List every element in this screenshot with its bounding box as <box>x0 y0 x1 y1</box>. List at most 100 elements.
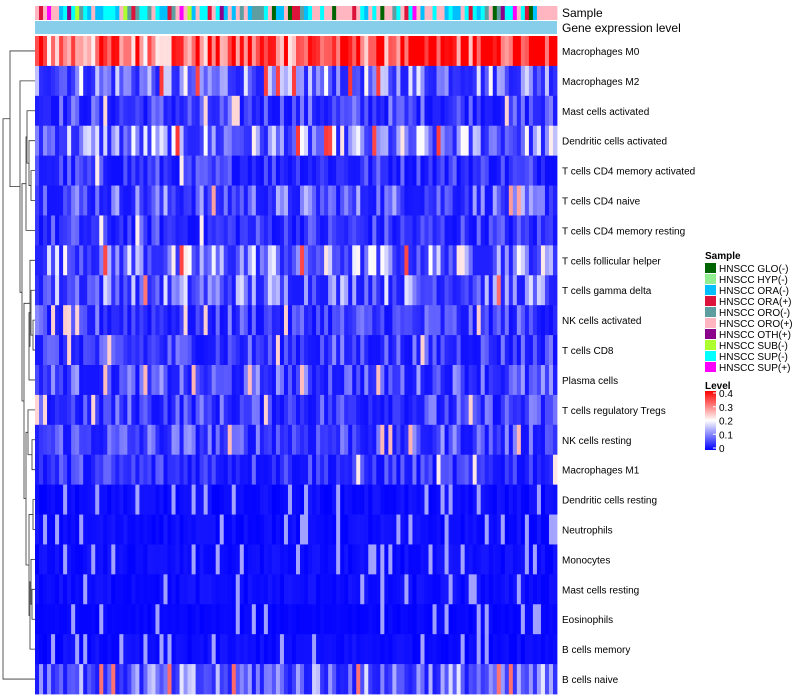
heatmap-cell <box>312 574 317 605</box>
heatmap-cell <box>131 125 136 157</box>
heatmap-cell <box>516 365 522 396</box>
heatmap-cell <box>263 36 269 67</box>
heatmap-cell <box>163 544 168 575</box>
heatmap-cell <box>155 574 160 605</box>
heatmap-cell <box>380 65 385 97</box>
heatmap-cell <box>352 394 357 426</box>
heatmap-cell <box>324 454 329 486</box>
heatmap-cell <box>400 544 405 575</box>
heatmap-cell <box>436 275 441 306</box>
heatmap-cell <box>516 125 522 157</box>
heatmap-cell <box>151 514 156 545</box>
heatmap-cell <box>139 125 144 157</box>
heatmap-cell <box>131 365 136 396</box>
heatmap-cell <box>448 514 453 545</box>
heatmap-cell <box>552 634 558 665</box>
heatmap-cell <box>135 514 140 545</box>
sample-track-cell <box>111 6 116 20</box>
heatmap-cell <box>440 185 445 216</box>
heatmap-cell <box>332 245 337 276</box>
heatmap-cell <box>540 514 546 545</box>
heatmap-cell <box>199 155 205 186</box>
heatmap-cell <box>155 335 160 366</box>
heatmap-cell <box>400 245 405 276</box>
heatmap-cell <box>207 574 213 605</box>
heatmap-cell <box>500 275 506 306</box>
heatmap-cell <box>492 574 498 605</box>
heatmap-cell <box>480 215 486 246</box>
heatmap-cell <box>191 185 197 216</box>
heatmap-cell <box>207 604 213 635</box>
heatmap-cell <box>223 305 229 336</box>
heatmap-cell <box>312 245 317 276</box>
heatmap-cell <box>436 365 441 396</box>
heatmap-cell <box>308 634 313 665</box>
heatmap-cell <box>372 245 377 276</box>
sample-track-cell <box>432 6 437 20</box>
heatmap-cell <box>111 424 116 456</box>
heatmap-cell <box>492 36 498 67</box>
heatmap-cell <box>424 365 429 396</box>
heatmap-cell <box>376 125 381 157</box>
heatmap-cell <box>480 394 486 426</box>
heatmap-cell <box>175 335 180 366</box>
heatmap-cell <box>400 65 405 97</box>
heatmap-cell <box>279 125 285 157</box>
heatmap-cell <box>320 544 325 575</box>
heatmap-cell <box>496 275 502 306</box>
heatmap-cell <box>223 604 229 635</box>
heatmap-cell <box>380 365 385 396</box>
heatmap-cell <box>59 335 64 366</box>
sample-track-cell <box>452 6 458 20</box>
heatmap-cell <box>524 514 530 545</box>
heatmap-cell <box>512 245 518 276</box>
sample-track-cell <box>300 6 305 20</box>
sample-track-cell <box>35 6 40 20</box>
heatmap-cell <box>472 365 478 396</box>
sample-legend-label: HNSCC SUP(+) <box>719 363 790 374</box>
heatmap-cell <box>356 604 361 635</box>
heatmap-cell <box>151 245 156 276</box>
heatmap-cell <box>548 394 554 426</box>
heatmap-cell <box>524 664 530 695</box>
heatmap-cell <box>504 484 510 515</box>
heatmap-cell <box>452 664 458 695</box>
heatmap-cell <box>151 484 156 515</box>
heatmap-cell <box>183 484 188 515</box>
heatmap-cell <box>404 245 409 276</box>
sample-legend-label: HNSCC GLO(-) <box>719 264 788 275</box>
heatmap-cell <box>548 484 554 515</box>
heatmap-cell <box>39 424 44 456</box>
heatmap-cell <box>296 65 301 97</box>
heatmap-cell <box>115 155 120 186</box>
heatmap-cell <box>95 215 100 246</box>
heatmap-cell <box>231 574 237 605</box>
heatmap-cell <box>39 634 44 665</box>
heatmap-cell <box>171 424 176 456</box>
heatmap-cell <box>456 664 462 695</box>
heatmap-cell <box>163 305 168 336</box>
heatmap-cell <box>83 544 88 575</box>
heatmap-cell <box>75 185 80 216</box>
heatmap-cell <box>91 305 96 336</box>
heatmap-cell <box>396 155 401 186</box>
row-label: NK cells activated <box>562 316 641 327</box>
heatmap-cell <box>528 305 534 336</box>
heatmap-cell <box>372 305 377 336</box>
heatmap-cell <box>420 36 425 67</box>
heatmap-cell <box>352 36 357 67</box>
heatmap-cell <box>83 664 88 695</box>
heatmap-cell <box>456 65 462 97</box>
heatmap-cell <box>183 604 188 635</box>
heatmap-cell <box>488 215 494 246</box>
heatmap-cell <box>167 95 172 127</box>
heatmap-cell <box>215 394 221 426</box>
heatmap-cell <box>75 664 80 695</box>
heatmap-cell <box>187 574 192 605</box>
heatmap-cell <box>283 215 289 246</box>
heatmap-cell <box>147 454 152 486</box>
heatmap-cell <box>211 335 217 366</box>
heatmap-cell <box>524 365 530 396</box>
heatmap-cell <box>227 305 233 336</box>
heatmap-cell <box>187 514 192 545</box>
